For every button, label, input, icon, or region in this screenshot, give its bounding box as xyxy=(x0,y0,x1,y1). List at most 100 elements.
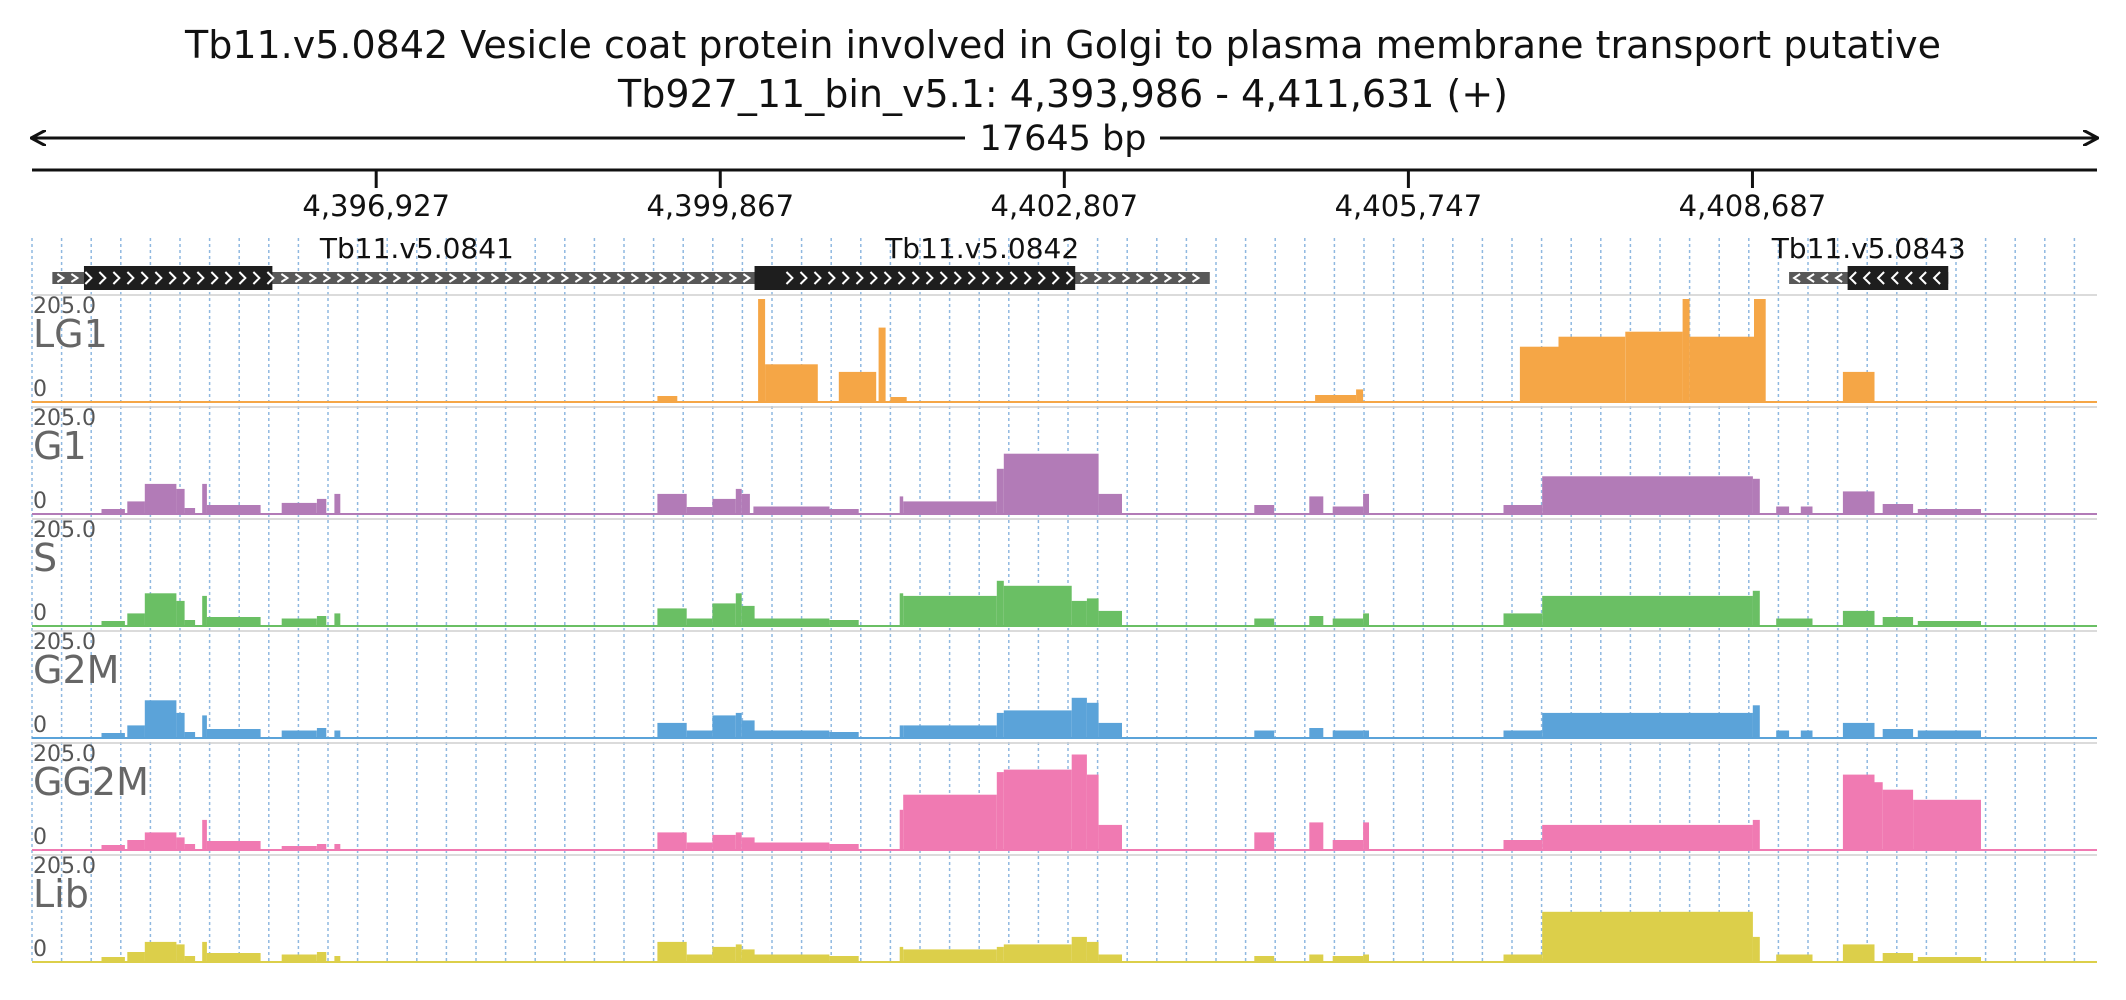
coverage-bar xyxy=(334,956,341,962)
coverage-bar xyxy=(1071,936,1087,962)
coverage-bar xyxy=(829,844,859,850)
coverage-bar xyxy=(741,837,755,850)
coverage-bar xyxy=(1315,395,1357,402)
strand-chevrons xyxy=(785,271,1201,285)
ruler-tick-label: 4,396,927 xyxy=(302,189,450,223)
coverage-bar xyxy=(1332,506,1364,514)
track-name-label: G1 xyxy=(33,424,87,468)
coverage-bar xyxy=(316,616,327,626)
coverage-bar xyxy=(996,468,1004,514)
coverage-bar xyxy=(1363,822,1369,850)
coverage-bar xyxy=(996,712,1004,738)
coverage-bar xyxy=(1542,595,1753,626)
coverage-bar xyxy=(1332,730,1364,738)
coverage-bar xyxy=(1098,493,1122,514)
coverage-bar xyxy=(1356,389,1364,402)
coverage-bar xyxy=(1098,954,1122,962)
coverage-bar xyxy=(1917,509,1981,514)
coverage-bar xyxy=(657,493,687,514)
span-label: 17645 bp xyxy=(980,119,1147,159)
coverage-bar xyxy=(754,730,830,738)
coverage-bar xyxy=(735,593,742,626)
coverage-bar xyxy=(1917,957,1981,962)
coverage-bar xyxy=(686,618,713,626)
coverage-bar xyxy=(1363,954,1369,962)
gene-model[interactable]: Tb11.v5.0842 xyxy=(754,232,1210,290)
track-ymin-label: 0 xyxy=(33,489,47,514)
coverage-bar xyxy=(1752,705,1760,738)
coverage-bar xyxy=(657,722,687,738)
coverage-bar xyxy=(101,957,125,962)
coverage-bar xyxy=(1503,613,1543,626)
coverage-bar xyxy=(184,956,196,962)
track-ymax-label: 205.0 xyxy=(33,854,96,879)
track-ymax-label: 205.0 xyxy=(33,518,96,543)
coverage-bar xyxy=(1542,712,1753,738)
coverage-bar xyxy=(1098,824,1122,850)
coverage-bar xyxy=(741,493,750,514)
coverage-bar xyxy=(176,837,185,850)
coverage-bar xyxy=(1882,504,1914,514)
coverage-bar xyxy=(712,834,736,850)
coverage-bar xyxy=(1003,453,1099,514)
coverage-bar xyxy=(127,840,145,850)
coverage-bar xyxy=(1842,371,1875,402)
coverage-bar xyxy=(1842,491,1875,514)
coverage-bar xyxy=(334,613,341,626)
track-ymax-label: 205.0 xyxy=(33,742,96,767)
coverage-bar xyxy=(101,845,125,850)
gene-model[interactable]: Tb11.v5.0843 xyxy=(1771,232,1966,290)
coverage-bar xyxy=(899,593,904,626)
coverage-bar xyxy=(206,841,261,850)
coverage-bar xyxy=(202,715,207,738)
coverage-bar xyxy=(144,483,177,514)
coverage-bar xyxy=(1842,610,1875,626)
coverage-bar xyxy=(1309,496,1324,514)
coverage-bar xyxy=(281,846,317,850)
coverage-bar xyxy=(1752,478,1760,514)
coverage-bar xyxy=(1776,730,1790,738)
coverage-bar xyxy=(903,725,997,738)
coverage-bar xyxy=(1542,911,1753,962)
coverage-bar xyxy=(101,621,125,626)
coverage-bar xyxy=(903,501,997,514)
coverage-bar xyxy=(903,794,997,850)
coverage-bar xyxy=(316,952,327,962)
coverage-bar xyxy=(202,595,207,626)
coverage-bar xyxy=(1003,769,1072,850)
coverage-bar xyxy=(1542,476,1753,514)
coverage-track: 205.0 0 GG2M xyxy=(32,742,2097,851)
coverage-bar xyxy=(878,327,886,402)
coverage-bar xyxy=(741,720,755,738)
coverage-bar xyxy=(1309,728,1324,738)
coverage-bar xyxy=(127,613,145,626)
coverage-bar xyxy=(899,725,904,738)
coverage-bar xyxy=(741,605,755,626)
coverage-bar xyxy=(838,371,877,402)
coverage-bar xyxy=(996,946,1004,962)
coverage-track: 205.0 0 LG1 xyxy=(32,294,2097,403)
coverage-bar xyxy=(686,730,713,738)
coverage-bar xyxy=(753,506,830,514)
coverage-bar xyxy=(144,941,177,962)
coverage-bar xyxy=(1086,941,1099,962)
gene-model[interactable]: Tb11.v5.0841 xyxy=(52,232,782,290)
coverage-bar xyxy=(1363,493,1369,514)
coverage-bar xyxy=(316,728,327,738)
coverage-bar xyxy=(101,509,125,514)
gene-label: Tb11.v5.0842 xyxy=(884,232,1079,265)
coverage-bar xyxy=(1752,936,1760,962)
gene-track: Tb11.v5.0841 Tb11.v5.0842 Tb11.v5.0843 xyxy=(52,232,1966,290)
coverage-bar xyxy=(712,498,736,514)
track-ymin-label: 0 xyxy=(33,825,47,850)
coverage-bar xyxy=(1842,774,1875,850)
track-name-label: S xyxy=(33,536,57,580)
coverage-bar xyxy=(1882,789,1914,850)
coverage-bar xyxy=(686,954,713,962)
coverage-bar xyxy=(1882,617,1914,626)
coverage-bar xyxy=(202,941,207,962)
coverage-bar xyxy=(829,956,859,962)
coverage-bar xyxy=(281,730,317,738)
coverage-bar xyxy=(176,944,185,962)
coverage-bar xyxy=(176,712,185,738)
